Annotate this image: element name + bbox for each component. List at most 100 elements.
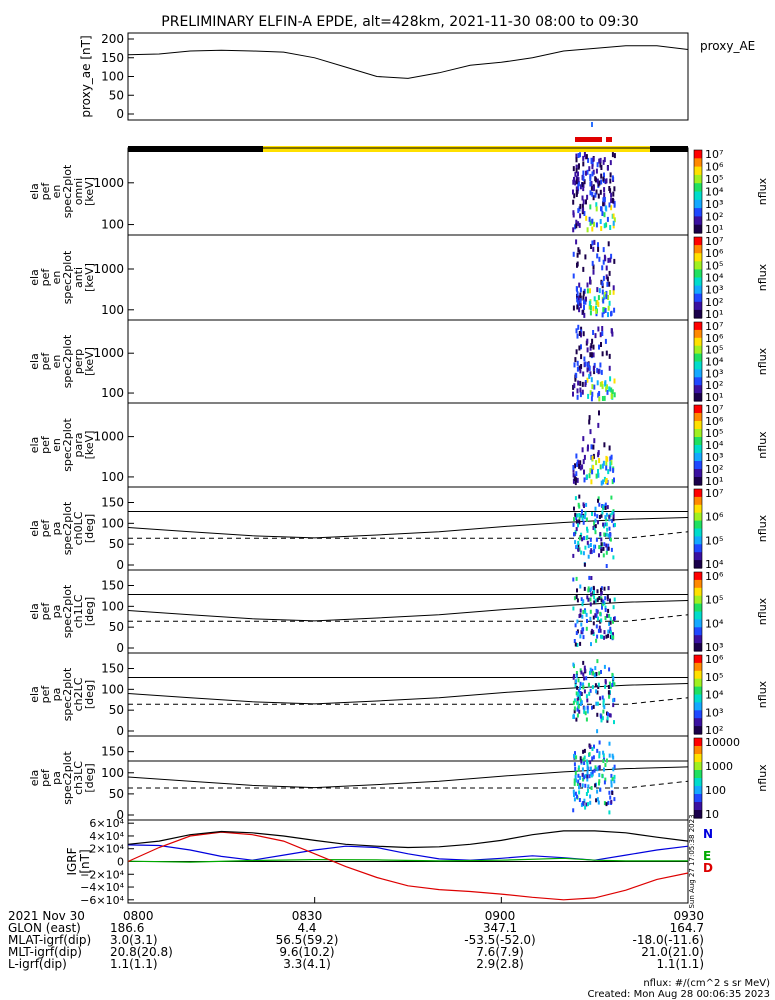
proxy-ae-ytick-label: 200: [101, 32, 124, 46]
pa_ch0-colorbar-cell: [694, 492, 702, 498]
pa_ch0-pixel: [589, 543, 592, 547]
pa_ch3-pixel: [599, 787, 602, 792]
en_para-pixel: [575, 477, 578, 483]
en_para-ytick-label: 1000: [93, 430, 124, 444]
en_omni-pixel: [592, 169, 595, 175]
en_anti-pixel: [601, 312, 604, 318]
en_anti-pixel: [582, 290, 585, 296]
pa_ch2-pixel: [607, 690, 610, 695]
pa_ch0-pixel: [605, 522, 608, 527]
en_omni-pixel: [577, 153, 580, 158]
en_omni-colorbar-cell: [694, 216, 702, 222]
en_perp-pixel: [578, 345, 581, 351]
en_omni-pixel: [575, 153, 578, 159]
pa_ch0-pixel: [607, 533, 610, 538]
en_omni-pixel: [606, 216, 609, 222]
en_para-colorbar-tick: 10¹: [705, 475, 723, 488]
en_para-pixel: [602, 479, 605, 485]
pa_ch1-pixel: [578, 614, 581, 618]
en_anti-colorbar-cell: [694, 301, 702, 307]
pa_ch3-colorbar-cell: [694, 742, 702, 747]
pa_ch3-pixel: [575, 755, 578, 760]
en_para-pixel: [599, 464, 602, 470]
pa_ch3-ylabel-line: spec2plot: [61, 751, 74, 805]
pa_ch1-pixel: [607, 633, 610, 638]
igrf-ytick-label: 0: [117, 856, 124, 869]
igrf-series-E: [127, 857, 688, 863]
pa_ch1-pixel: [597, 628, 600, 633]
en_omni-pixel: [591, 218, 594, 224]
pa_ch1-pixel: [576, 619, 579, 624]
pa_ch0-pixel: [578, 513, 581, 517]
pa_ch3-pixel: [605, 758, 608, 763]
en_anti-pixel: [572, 273, 575, 279]
pa_ch0-ylabel-line: [deg]: [83, 514, 96, 543]
en_anti-pixel: [575, 239, 578, 245]
en_para-colorbar-cell: [694, 465, 702, 470]
pa_ch0-colorbar-tick: 10⁴: [705, 558, 724, 571]
pa_ch3-pixel: [608, 753, 611, 758]
en_omni-pixel: [592, 186, 595, 192]
pa_ch2-pixel: [596, 712, 599, 717]
en_perp-ylabel-line: [keV]: [83, 347, 96, 376]
en_omni-pixel: [578, 163, 580, 169]
en_omni-colorbar-cell: [694, 228, 702, 234]
en_perp-pixel: [597, 369, 600, 375]
pa_ch1-ytick-label: 150: [101, 579, 124, 593]
pa_ch2-pixel: [579, 668, 582, 673]
en_anti-pixel: [578, 282, 581, 288]
pa_ch1-pixel: [600, 596, 603, 601]
pa_ch2-pixel: [576, 707, 579, 712]
en_omni-pixel: [600, 179, 603, 185]
pa_ch0-pixel: [576, 513, 579, 518]
pa_ch2-pixel: [612, 680, 615, 685]
en_perp-pixel: [600, 369, 603, 375]
pa_ch3-pixel: [581, 767, 584, 772]
pa_ch0-colorbar-cell: [694, 516, 702, 522]
en_perp-pixel: [593, 384, 596, 390]
en_anti-pixel: [606, 281, 609, 287]
pa_ch3-colorbar-cell: [694, 762, 702, 767]
pa_ch1-pixel: [609, 635, 612, 640]
pa_ch0-pixel: [605, 550, 608, 555]
pa_ch1-pixel: [609, 626, 612, 631]
pa_ch1-colorbar-cell: [694, 635, 702, 640]
en_anti-pixel: [584, 254, 587, 260]
en_omni-colorbar-tick: 10⁶: [705, 161, 724, 174]
en_perp-pixel: [579, 380, 582, 386]
en_anti-colorbar-cell: [694, 293, 702, 299]
en_perp-colorbar-tick: 10⁴: [705, 356, 724, 369]
en_anti-pixel: [577, 300, 580, 306]
pa_ch0-pixel: [586, 528, 589, 533]
en_perp-pixel: [573, 383, 576, 389]
pa_ch3-pixel: [581, 783, 584, 788]
en_para-colorbar-cell: [694, 477, 702, 482]
pa_ch0-pixel: [606, 547, 609, 551]
pa_ch1-pixel: [574, 623, 577, 628]
en_perp-pixel: [590, 377, 593, 383]
pa_ch3-pixel: [587, 802, 589, 807]
en_anti-pixel: [603, 294, 606, 300]
pa_ch0-colorbar-tick: 10⁵: [705, 534, 723, 547]
en_perp-pixel: [584, 381, 587, 387]
en_para-pixel: [588, 473, 591, 479]
pa_ch0-ytick-label: 0: [116, 558, 124, 572]
pa_ch0-colorbar-tick: 10⁶: [705, 511, 724, 524]
pa_ch3-frame: [127, 735, 689, 821]
en_perp-colorbar-cell: [694, 397, 702, 402]
en_para-pixel: [572, 465, 575, 470]
pa_ch1-pixel: [599, 611, 602, 616]
pa_ch2-pixel: [577, 689, 580, 694]
pa_ch3-pixel: [596, 767, 599, 772]
en_perp-pixel: [591, 338, 594, 344]
pa_ch2-pixel: [589, 667, 592, 672]
en_para-pixel: [588, 415, 591, 421]
en_perp-pixel: [580, 344, 582, 350]
pa_ch0-pixel: [575, 527, 578, 532]
en_para-pixel: [587, 444, 589, 450]
pa_ch3-pixel: [591, 770, 594, 775]
en_para-pixel: [609, 461, 612, 467]
en_anti-pixel: [607, 305, 610, 311]
pa_ch0-pixel: [591, 512, 593, 516]
en_anti-pixel: [605, 290, 608, 296]
